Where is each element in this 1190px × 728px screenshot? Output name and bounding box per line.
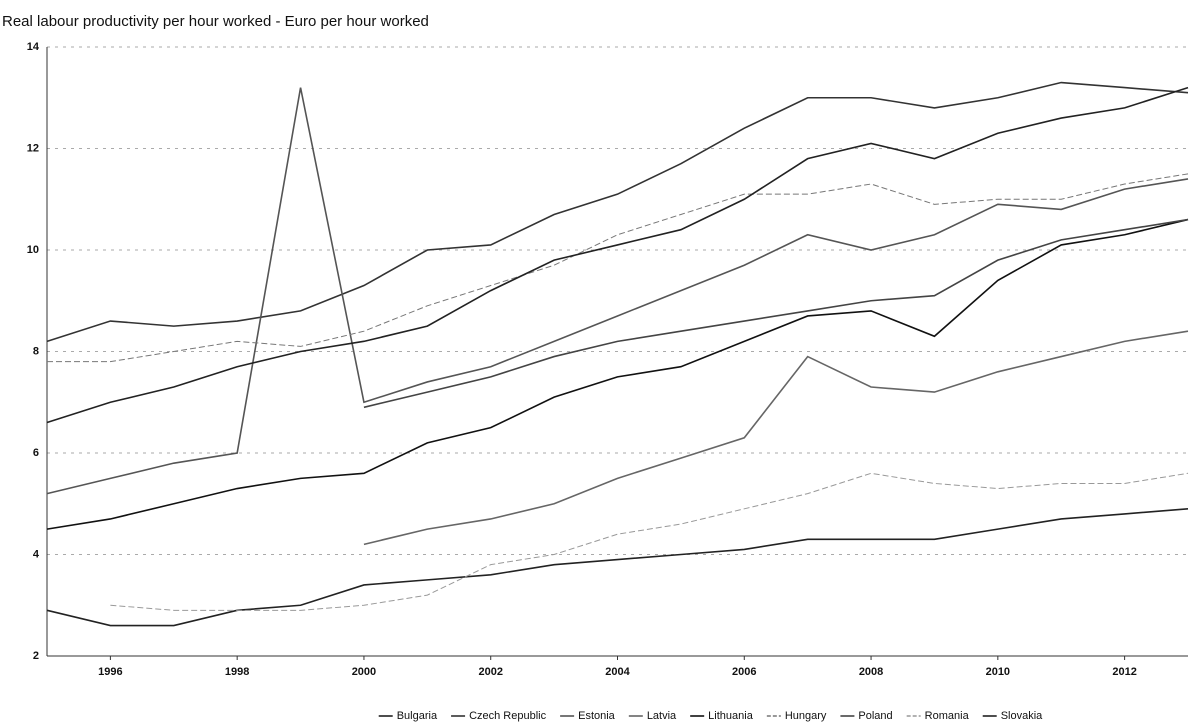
y-tick-label: 2	[33, 650, 39, 662]
legend-label: Czech Republic	[469, 710, 547, 722]
series-line	[46, 218, 1189, 530]
legend-label: Romania	[925, 710, 970, 722]
legend-label: Estonia	[578, 710, 616, 722]
series-line	[46, 86, 1189, 424]
series-line	[46, 81, 1189, 343]
y-tick-label: 10	[27, 244, 39, 256]
series-line	[110, 472, 1189, 611]
legend-label: Slovakia	[1001, 710, 1043, 722]
series-line	[363, 218, 1189, 409]
x-tick-label: 2002	[478, 666, 502, 678]
x-tick-label: 2010	[986, 666, 1010, 678]
series-line	[363, 330, 1189, 546]
x-tick-label: 2000	[352, 666, 376, 678]
series-line	[46, 87, 1189, 495]
x-tick-label: 1996	[98, 666, 122, 678]
y-tick-label: 14	[27, 41, 40, 53]
x-tick-label: 2008	[859, 666, 883, 678]
series-line	[47, 173, 1189, 363]
y-tick-label: 6	[33, 447, 39, 459]
x-tick-label: 1998	[225, 666, 249, 678]
y-tick-label: 8	[33, 345, 39, 357]
series-line	[46, 508, 1189, 627]
y-tick-label: 12	[27, 142, 39, 154]
legend-label: Bulgaria	[397, 710, 438, 722]
legend-label: Poland	[858, 710, 892, 722]
y-tick-label: 4	[33, 548, 40, 560]
x-tick-label: 2004	[605, 666, 630, 678]
chart-title: Real labour productivity per hour worked…	[2, 13, 429, 30]
x-tick-label: 2012	[1112, 666, 1136, 678]
legend-label: Lithuania	[708, 710, 754, 722]
legend-label: Latvia	[647, 710, 677, 722]
legend-label: Hungary	[785, 710, 827, 722]
x-tick-label: 2006	[732, 666, 756, 678]
